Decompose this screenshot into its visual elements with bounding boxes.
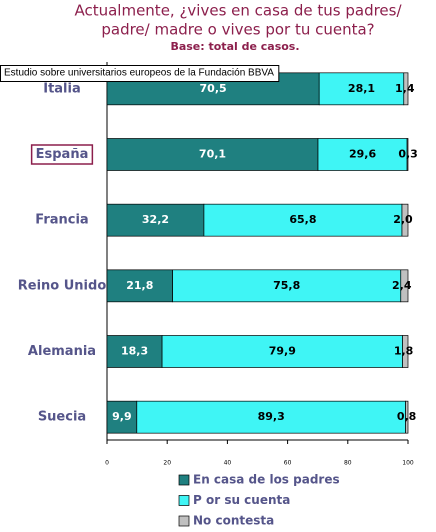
bar-segment (136, 400, 406, 434)
y-tick-label: Reino Unido (18, 278, 107, 293)
bar-segment (317, 138, 408, 171)
value-label: 28,1 (348, 82, 375, 95)
bar-segment (403, 72, 409, 106)
x-tick-label: 100 (402, 460, 414, 467)
value-label: 2,0 (393, 213, 413, 226)
y-tick-label: Suecia (38, 410, 86, 425)
bar-segment (402, 335, 409, 368)
x-tick-label: 80 (344, 460, 352, 467)
chart-title: padre/ madre o vives por tu cuenta? (101, 21, 374, 39)
value-label: 29,6 (349, 148, 376, 161)
legend-swatch (178, 474, 190, 486)
value-label: 89,3 (258, 410, 285, 423)
x-tick-label: 0 (105, 460, 109, 467)
value-label: 79,9 (269, 345, 296, 358)
bar-segment (106, 138, 319, 171)
bar-segment (400, 269, 409, 303)
value-label: 21,8 (126, 279, 153, 292)
value-label: 70,1 (199, 148, 226, 161)
value-label: 18,3 (121, 345, 148, 358)
y-tick-label: Italia (43, 81, 81, 96)
x-tick-label: 40 (224, 460, 232, 467)
value-label: 70,5 (200, 82, 227, 95)
value-label: 75,8 (273, 279, 300, 292)
value-label: 1,4 (395, 82, 415, 95)
chart-title: Actualmente, ¿vives en casa de tus padre… (74, 2, 402, 20)
value-label: 0,3 (398, 148, 418, 161)
highlight-box (30, 144, 94, 165)
value-label: 9,9 (112, 410, 132, 423)
value-label: 2,4 (392, 279, 412, 292)
legend-label: No contesta (193, 514, 274, 528)
bar-segment (401, 203, 409, 237)
legend-label: En casa de los padres (193, 473, 340, 487)
x-tick-label: 20 (163, 460, 171, 467)
bar-segment (106, 335, 163, 368)
bar-segment (161, 335, 403, 368)
bar-segment (318, 72, 405, 106)
chart-subtitle: Base: total de casos. (170, 40, 299, 53)
value-label: 32,2 (142, 213, 169, 226)
bar-segment (406, 138, 409, 171)
legend-swatch (178, 495, 190, 506)
y-tick-label: Francia (35, 213, 88, 228)
tooltip-box (0, 65, 280, 82)
bar-segment (106, 269, 173, 303)
bar-segment (106, 400, 138, 434)
legend-label: P or su cuenta (193, 493, 290, 507)
y-tick-label: España (36, 147, 89, 162)
value-label: 65,8 (289, 213, 316, 226)
x-tick-label: 60 (284, 460, 292, 467)
bar-segment (405, 400, 409, 434)
value-label: 0,8 (397, 410, 417, 423)
tooltip-text: Estudio sobre universitarios europeos de… (4, 68, 274, 79)
value-label: 1,8 (394, 345, 414, 358)
bar-segment (172, 269, 402, 303)
y-tick-label: Alemania (28, 344, 96, 359)
legend-swatch (178, 515, 190, 527)
